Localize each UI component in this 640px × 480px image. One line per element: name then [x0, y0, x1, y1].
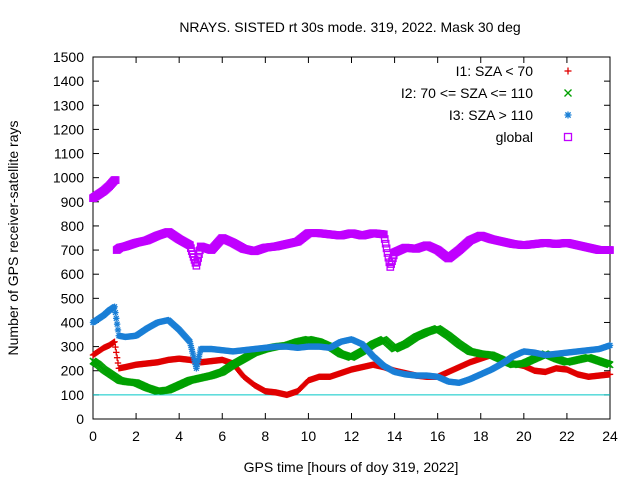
- y-tick-label: 400: [61, 314, 85, 330]
- y-tick-label: 1300: [53, 97, 84, 113]
- x-tick-label: 0: [89, 428, 97, 444]
- x-tick-label: 12: [344, 428, 360, 444]
- legend-label: global: [496, 129, 533, 145]
- y-axis: 0 100 200 300 400 500 600 700 800 900 1000 1100 1200…: [53, 49, 610, 427]
- data-point: [111, 338, 118, 345]
- y-tick-label: 1400: [53, 73, 84, 89]
- legend-marker: [564, 67, 572, 75]
- x-tick-label: 8: [261, 428, 269, 444]
- data-point: [113, 349, 120, 356]
- legend-marker: [563, 132, 573, 142]
- y-tick-label: 1200: [53, 121, 84, 137]
- chart-title: NRAYS. SISTED rt 30s mode. 319, 2022. Ma…: [179, 19, 520, 35]
- series-2: [89, 324, 614, 395]
- x-tick-label: 4: [175, 428, 183, 444]
- data-point: [113, 315, 120, 322]
- y-tick-label: 200: [61, 363, 85, 379]
- y-tick-label: 1100: [54, 146, 84, 162]
- data-point: [606, 361, 614, 369]
- y-tick-label: 900: [61, 194, 85, 210]
- legend-marker: [564, 89, 572, 97]
- series-4: [89, 176, 614, 271]
- data-point: [113, 354, 121, 361]
- y-tick-label: 1000: [53, 170, 84, 186]
- legend-label: I3: SZA > 110: [449, 107, 533, 123]
- y-tick-label: 1500: [53, 49, 84, 65]
- y-axis-title: Number of GPS receiver-satellite rays: [5, 121, 21, 356]
- legend: I1: SZA < 70 I2: 70 <= SZA <= 110 I3: SZA …: [401, 63, 573, 145]
- y-tick-label: 700: [61, 242, 85, 258]
- x-tick-label: 10: [301, 428, 317, 444]
- data-point: [606, 342, 614, 349]
- legend-label: I1: SZA < 70: [456, 63, 534, 79]
- legend-marker: [564, 111, 572, 119]
- data-point: [112, 343, 119, 351]
- x-tick-label: 24: [602, 428, 618, 444]
- y-tick-label: 500: [61, 290, 85, 306]
- series-layer: [89, 176, 614, 399]
- x-tick-label: 20: [516, 428, 532, 444]
- data-point: [113, 320, 121, 328]
- series-3: [89, 303, 614, 386]
- y-tick-label: 600: [61, 266, 85, 282]
- data-point: [112, 309, 119, 316]
- y-tick-label: 0: [76, 411, 84, 427]
- y-tick-label: 800: [61, 218, 85, 234]
- legend-label: I2: 70 <= SZA <= 110: [401, 85, 533, 101]
- data-point: [114, 326, 122, 334]
- y-tick-label: 100: [61, 387, 85, 403]
- x-tick-label: 16: [430, 428, 446, 444]
- x-tick-label: 2: [132, 428, 140, 444]
- data-point: [114, 359, 122, 367]
- x-axis: 0 2 4 6 8 10 12 14 16 18 20 22 24: [89, 57, 618, 444]
- x-tick-label: 22: [559, 428, 575, 444]
- y-tick-label: 300: [61, 339, 85, 355]
- x-axis-title: GPS time [hours of doy 319, 2022]: [244, 459, 459, 475]
- x-tick-label: 18: [473, 428, 489, 444]
- x-tick-label: 6: [218, 428, 226, 444]
- data-point: [606, 371, 614, 378]
- x-tick-label: 14: [387, 428, 403, 444]
- data-point: [111, 303, 118, 310]
